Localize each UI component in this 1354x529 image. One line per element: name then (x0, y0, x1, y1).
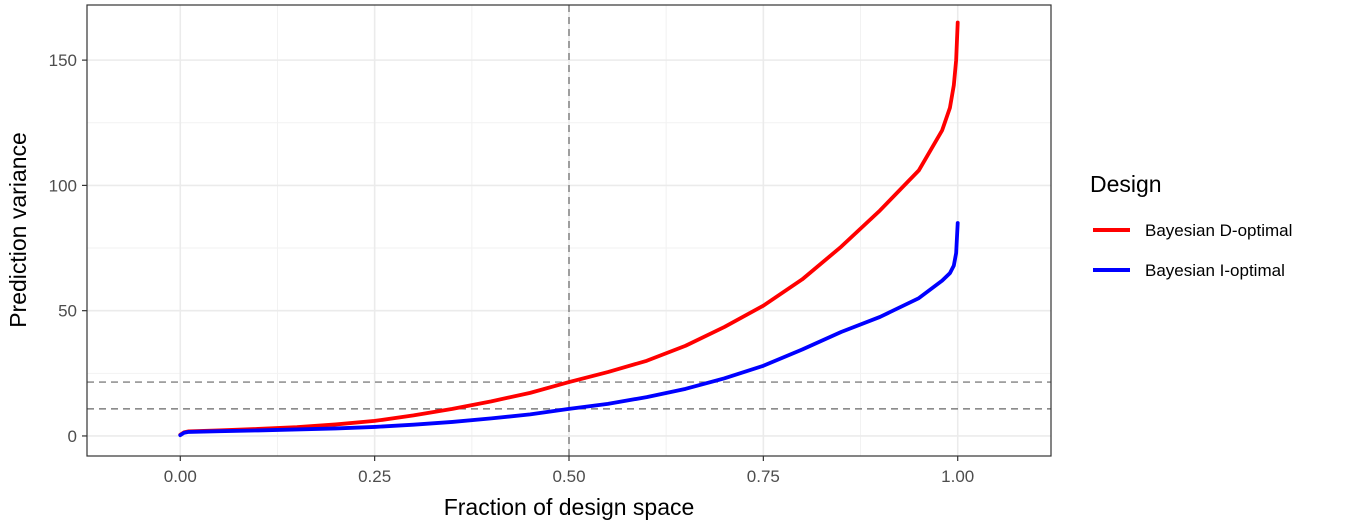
legend: Design Bayesian D-optimal Bayesian I-opt… (1090, 171, 1292, 280)
x-tick-label: 0.25 (358, 467, 391, 486)
y-axis-title: Prediction variance (5, 132, 31, 328)
legend-label-bayesian-d-optimal: Bayesian D-optimal (1145, 221, 1292, 240)
legend-title: Design (1090, 171, 1162, 197)
series-layer (178, 20, 960, 438)
x-axis: 0.00 0.25 0.50 0.75 1.00 (164, 456, 974, 486)
series-line-bayesian-i-optimal (178, 221, 960, 438)
x-tick-label: 0.75 (747, 467, 780, 486)
x-axis-title: Fraction of design space (444, 494, 695, 520)
legend-label-bayesian-i-optimal: Bayesian I-optimal (1145, 261, 1285, 280)
plot-panel (86, 4, 1052, 457)
y-tick-label: 50 (58, 302, 77, 321)
x-tick-label: 0.00 (164, 467, 197, 486)
x-tick-label: 0.50 (552, 467, 585, 486)
y-tick-label: 100 (49, 176, 77, 195)
y-tick-label: 0 (68, 427, 77, 446)
y-axis: 0 50 100 150 (49, 51, 87, 446)
x-tick-label: 1.00 (941, 467, 974, 486)
y-tick-label: 150 (49, 51, 77, 70)
